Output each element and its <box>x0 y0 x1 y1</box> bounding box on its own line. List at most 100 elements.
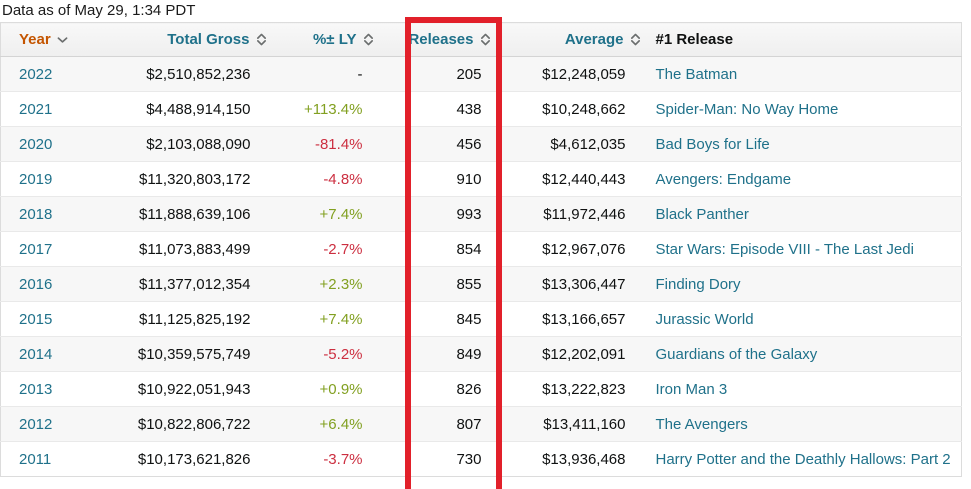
year-link[interactable]: 2022 <box>19 65 53 83</box>
table-body: 2022 $2,510,852,236 - 205 $12,248,059 The Bat… <box>0 56 962 477</box>
top-release-cell: Star Wars: Episode VIII - The Last Jedi <box>642 231 962 267</box>
column-header-total_gross[interactable]: Total Gross <box>88 22 270 57</box>
column-label-top_release: #1 Release <box>655 31 734 48</box>
sort-icon <box>363 33 373 46</box>
top-release-link[interactable]: Star Wars: Episode VIII - The Last Jedi <box>655 240 914 258</box>
top-release-cell: Avengers: Endgame <box>642 161 962 197</box>
sort-icon <box>630 33 640 46</box>
year-link[interactable]: 2012 <box>19 415 53 433</box>
column-header-year[interactable]: Year <box>0 22 89 57</box>
top-release-link[interactable]: The Batman <box>655 65 738 83</box>
average-cell: $13,166,657 <box>502 301 643 337</box>
year-link[interactable]: 2011 <box>19 450 52 468</box>
year-link[interactable]: 2015 <box>19 310 53 328</box>
year-link[interactable]: 2013 <box>19 380 53 398</box>
average-cell: $10,248,662 <box>502 91 643 127</box>
average-cell: $12,248,059 <box>542 65 626 83</box>
releases-cell: 730 <box>375 441 503 477</box>
average-cell: $13,411,160 <box>502 406 643 442</box>
average-cell: $12,967,076 <box>502 231 643 267</box>
column-header-releases[interactable]: Releases <box>375 22 503 57</box>
total-gross-cell: $11,125,825,192 <box>88 301 270 337</box>
releases-cell: 845 <box>375 301 503 337</box>
year-cell: 2011 <box>0 441 89 477</box>
top-release-cell: Harry Potter and the Deathly Hallows: Pa… <box>642 441 962 477</box>
total-gross-cell: $10,173,621,826 <box>88 441 270 477</box>
column-label-releases: Releases <box>408 31 474 48</box>
releases-cell: 855 <box>375 266 503 302</box>
year-cell: 2017 <box>0 231 89 267</box>
top-release-link[interactable]: Bad Boys for Life <box>655 135 770 153</box>
releases-cell: 854 <box>375 231 503 267</box>
column-header-top_release: #1 Release <box>642 22 962 57</box>
year-cell: 2019 <box>0 161 89 197</box>
pct-ly-cell: -81.4% <box>269 126 376 162</box>
releases-cell: 910 <box>375 161 503 197</box>
average-cell: $12,440,443 <box>502 161 643 197</box>
top-release-link[interactable]: Finding Dory <box>655 275 741 293</box>
column-header-content: #1 Release <box>656 31 734 48</box>
total-gross-cell: $2,103,088,090 <box>88 126 270 162</box>
column-label-pct_ly: %± LY <box>312 31 357 48</box>
year-cell: 2021 <box>0 91 89 127</box>
pct-ly-cell: +2.3% <box>269 266 376 302</box>
pct-ly-cell: +0.9% <box>269 371 376 407</box>
top-release-link[interactable]: Iron Man 3 <box>655 380 728 398</box>
data-as-of-text: Data as of May 29, 1:34 PDT <box>2 2 196 19</box>
average-cell: $4,612,035 <box>502 126 643 162</box>
year-link[interactable]: 2016 <box>19 275 53 293</box>
year-link[interactable]: 2020 <box>19 135 53 153</box>
table-row-2012: 2012 $10,822,806,722 +6.4% 807 $13,411,160 Th… <box>0 406 962 442</box>
total-gross-cell: $11,377,012,354 <box>88 266 270 302</box>
top-release-link[interactable]: Jurassic World <box>655 310 754 328</box>
top-release-link[interactable]: Harry Potter and the Deathly Hallows: Pa… <box>655 450 951 468</box>
pct-ly-cell: +6.4% <box>269 406 376 442</box>
column-header-pct_ly[interactable]: %± LY <box>269 22 376 57</box>
year-cell: 2016 <box>0 266 89 302</box>
year-link[interactable]: 2019 <box>19 170 53 188</box>
year-link[interactable]: 2014 <box>19 345 53 363</box>
column-label-average: Average <box>564 31 624 48</box>
table-row-2019: 2019 $11,320,803,172 -4.8% 910 $12,440,443 Av… <box>0 161 962 197</box>
column-header-content: Releases <box>408 31 490 48</box>
year-link[interactable]: 2018 <box>19 205 53 223</box>
table-row-2015: 2015 $11,125,825,192 +7.4% 845 $13,166,657 Ju… <box>0 301 962 337</box>
average-cell: $12,202,091 <box>502 336 643 372</box>
average-cell: $13,936,468 <box>502 441 643 477</box>
top-release-link[interactable]: Spider-Man: No Way Home <box>655 100 839 118</box>
table-row-2020: 2020 $2,103,088,090 -81.4% 456 $4,612,035 Bad… <box>0 126 962 162</box>
top-release-link[interactable]: Avengers: Endgame <box>655 170 792 188</box>
total-gross-cell: $10,922,051,943 <box>88 371 270 407</box>
table-row-2021: 2021 $4,488,914,150 +113.4% 438 $10,248,662 S… <box>0 91 962 127</box>
pct-ly-cell: +113.4% <box>269 91 376 127</box>
total-gross-cell: $10,822,806,722 <box>88 406 270 442</box>
column-header-content: Total Gross <box>167 31 266 48</box>
column-header-average[interactable]: Average <box>502 22 643 57</box>
releases-cell: 456 <box>375 126 503 162</box>
column-label-total_gross: Total Gross <box>167 31 250 48</box>
table-row-2018: 2018 $11,888,639,106 +7.4% 993 $11,972,446 Bl… <box>0 196 962 232</box>
top-release-link[interactable]: Black Panther <box>655 205 749 223</box>
yearly-box-office-table: Year Total Gross %± LY Releases Average #1 Re… <box>0 22 962 477</box>
releases-cell: 826 <box>375 371 503 407</box>
chevron-down-icon <box>57 36 68 43</box>
average-cell: $11,972,446 <box>502 196 643 232</box>
table-row-2014: 2014 $10,359,575,749 -5.2% 849 $12,202,091 Gu… <box>0 336 962 372</box>
pct-ly-cell: - <box>357 65 363 83</box>
releases-cell: 205 <box>456 65 482 83</box>
top-release-link[interactable]: The Avengers <box>655 415 748 433</box>
year-link[interactable]: 2021 <box>19 100 53 118</box>
top-release-link[interactable]: Guardians of the Galaxy <box>655 345 818 363</box>
pct-ly-cell: -3.7% <box>269 441 376 477</box>
total-gross-cell: $2,510,852,236 <box>146 65 251 83</box>
sort-icon <box>480 33 490 46</box>
table-row-2011: 2011 $10,173,621,826 -3.7% 730 $13,936,468 Ha… <box>0 441 962 477</box>
average-cell: $13,306,447 <box>502 266 643 302</box>
top-release-cell: Finding Dory <box>642 266 962 302</box>
year-link[interactable]: 2017 <box>19 240 53 258</box>
releases-cell: 807 <box>375 406 503 442</box>
pct-ly-cell: -5.2% <box>269 336 376 372</box>
column-header-content: Average <box>565 31 641 48</box>
total-gross-cell: $10,359,575,749 <box>88 336 270 372</box>
year-cell: 2013 <box>0 371 89 407</box>
